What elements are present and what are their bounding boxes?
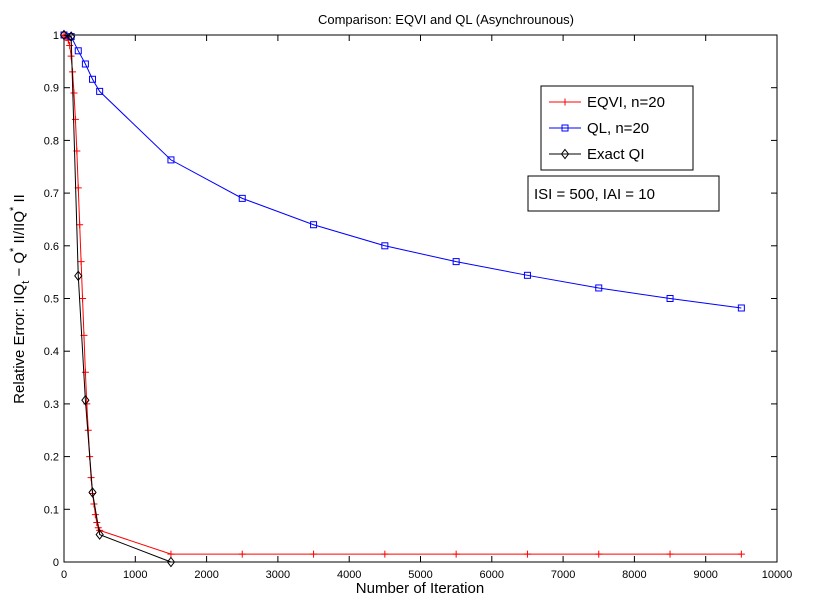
legend-entry: QL, n=20	[549, 120, 649, 137]
data-point	[595, 284, 603, 292]
x-tick-label: 4000	[337, 569, 361, 581]
data-point	[66, 42, 74, 50]
annotation-text: ISI = 500, IAI = 10	[534, 186, 655, 203]
data-point	[77, 258, 85, 266]
x-tick-label: 7000	[551, 569, 575, 581]
y-tick-label: 0	[53, 557, 59, 569]
y-tick-label: 0.1	[44, 504, 59, 516]
legend-label: EQVI, n=20	[587, 94, 665, 111]
data-point	[71, 115, 79, 123]
x-tick-label: 5000	[408, 569, 432, 581]
data-point	[88, 487, 97, 498]
y-tick-label: 0.9	[44, 83, 59, 95]
y-tick-label: 0.5	[44, 294, 59, 306]
y-tick-label: 1	[53, 30, 59, 42]
data-point	[452, 550, 460, 558]
data-point	[70, 89, 78, 97]
y-axis-label-part: II/IIQ	[11, 211, 28, 248]
data-point	[167, 550, 175, 558]
y-axis-label-part: − Q	[11, 252, 28, 281]
data-point	[67, 52, 75, 60]
data-point	[81, 60, 89, 68]
data-point	[310, 550, 318, 558]
data-point	[96, 87, 104, 95]
y-tick-label: 0.3	[44, 399, 59, 411]
data-point	[59, 29, 69, 41]
y-axis-label-part: II	[11, 194, 28, 207]
series-line	[63, 34, 742, 309]
data-point	[66, 31, 76, 42]
data-point	[238, 194, 246, 202]
x-tick-label: 0	[61, 569, 67, 581]
x-tick-label: 3000	[266, 569, 290, 581]
data-point	[452, 258, 460, 266]
legend: EQVI, n=20 QL, n=20 Exact QI	[540, 85, 694, 171]
data-point	[79, 295, 87, 302]
data-point	[381, 550, 389, 558]
data-point	[81, 394, 90, 406]
y-tick-label: 0.2	[44, 452, 59, 464]
data-point	[74, 47, 82, 55]
data-point	[166, 556, 176, 568]
y-tick-label: 0.4	[44, 346, 59, 358]
data-point	[737, 304, 745, 312]
chart-title: Comparison: EQVI and QL (Asynchrounous)	[318, 12, 574, 27]
axes: 0 1000 2000 3000 4000 5000 6000 7000 8000 9000 100…	[44, 30, 793, 581]
x-tick-label: 6000	[480, 569, 504, 581]
series-2	[59, 29, 176, 568]
data-point	[81, 368, 89, 376]
y-axis-label-part: *	[8, 247, 20, 252]
annotation-box: ISI = 500, IAI = 10	[527, 175, 720, 212]
x-axis-label: Number of Iteration	[356, 580, 484, 597]
data-point	[95, 529, 104, 540]
data-point	[74, 270, 83, 282]
legend-marker	[561, 98, 569, 106]
data-point	[89, 75, 97, 83]
x-tick-label: 10000	[762, 569, 793, 581]
data-point	[76, 221, 84, 229]
data-point	[666, 550, 674, 558]
x-tick-label: 8000	[622, 569, 646, 581]
data-point	[381, 242, 389, 250]
x-tick-label: 2000	[194, 569, 218, 581]
data-point	[310, 221, 318, 229]
legend-marker	[560, 148, 570, 160]
legend-label: QL, n=20	[587, 120, 649, 137]
data-point	[523, 550, 531, 558]
y-tick-label: 0.7	[44, 188, 59, 200]
y-axis-label-part: *	[8, 206, 20, 211]
y-axis-label-part: t	[20, 281, 32, 284]
series-line	[63, 34, 172, 563]
data-point	[238, 550, 246, 558]
data-point	[523, 271, 531, 279]
data-point	[737, 550, 745, 558]
legend-marker	[561, 124, 569, 132]
legend-label: Exact QI	[587, 146, 645, 163]
legend-entry: EQVI, n=20	[549, 94, 665, 111]
data-point	[666, 295, 674, 302]
y-tick-label: 0.8	[44, 135, 59, 147]
y-tick-label: 0.6	[44, 241, 59, 253]
series-layer	[59, 29, 745, 568]
data-point	[167, 156, 175, 164]
y-axis-label: Relative Error: IIQt − Q* II/IIQ* II	[8, 194, 32, 404]
legend-entry: Exact QI	[549, 146, 645, 163]
x-tick-label: 1000	[123, 569, 147, 581]
data-point	[595, 550, 603, 558]
x-tick-label: 9000	[693, 569, 717, 581]
y-axis-label-part: Relative Error: IIQ	[11, 284, 28, 404]
